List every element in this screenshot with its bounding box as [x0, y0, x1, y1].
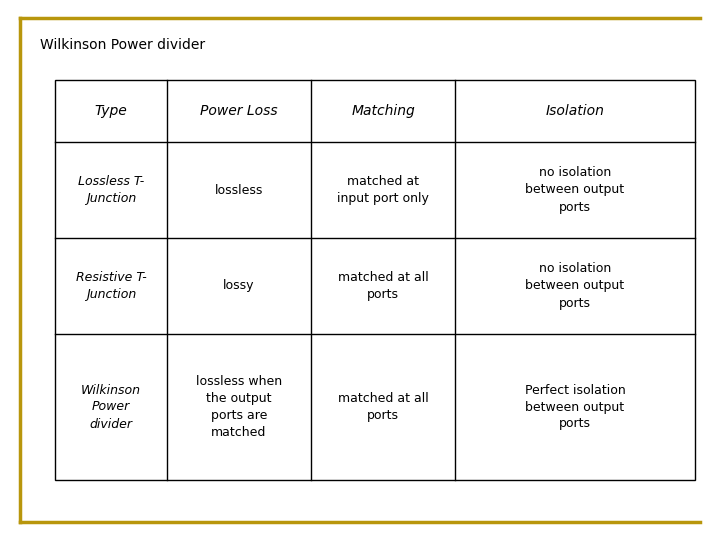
Text: Lossless T-
Junction: Lossless T- Junction [78, 175, 144, 205]
Text: Isolation: Isolation [546, 104, 604, 118]
Text: matched at all
ports: matched at all ports [338, 392, 428, 422]
Text: Wilkinson
Power
divider: Wilkinson Power divider [81, 383, 141, 430]
Text: matched at
input port only: matched at input port only [337, 175, 429, 205]
Text: Perfect isolation
between output
ports: Perfect isolation between output ports [525, 383, 626, 430]
Text: lossless when
the output
ports are
matched: lossless when the output ports are match… [196, 375, 282, 439]
Text: Matching: Matching [351, 104, 415, 118]
Text: no isolation
between output
ports: no isolation between output ports [526, 166, 624, 213]
Text: Power Loss: Power Loss [200, 104, 278, 118]
Text: lossless: lossless [215, 184, 264, 197]
Text: Resistive T-
Junction: Resistive T- Junction [76, 271, 146, 301]
Text: lossy: lossy [223, 280, 255, 293]
Text: Type: Type [94, 104, 127, 118]
Text: Wilkinson Power divider: Wilkinson Power divider [40, 38, 205, 52]
Text: matched at all
ports: matched at all ports [338, 271, 428, 301]
Bar [55, 80, 695, 480]
Text: no isolation
between output
ports: no isolation between output ports [526, 262, 624, 309]
